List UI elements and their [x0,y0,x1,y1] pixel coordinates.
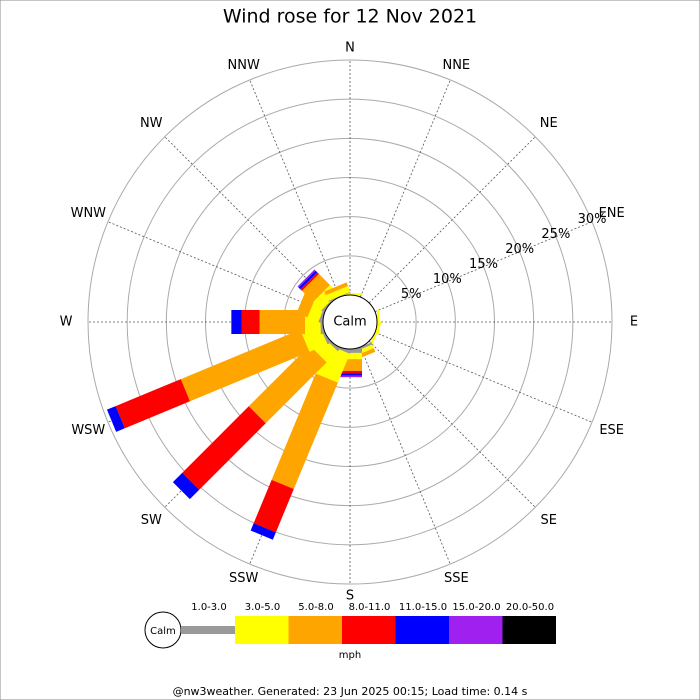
bar-segment [338,373,362,376]
footer: @nw3weather. Generated: 23 Jun 2025 00:1… [173,685,528,698]
legend-calm-label: Calm [150,626,176,637]
legend-swatch [502,616,556,644]
bar-segment [338,352,362,360]
direction-label: ENE [599,206,625,221]
ring-label: 15% [469,257,498,272]
ring-label: 25% [541,227,570,242]
ring-label: 10% [433,272,462,287]
bar-segment [253,479,294,533]
bar-segment [338,370,362,374]
radial-line [164,136,332,304]
legend-swatch [342,616,396,644]
bar-segment [370,321,382,345]
direction-label: E [630,315,638,330]
legend-label: 1.0-3.0 [191,602,226,613]
bar-segment [172,472,200,500]
chart-title: Wind rose for 12 Nov 2021 [223,6,477,28]
bar-segment [298,270,318,290]
direction-label: WSW [71,423,105,438]
bar-segment [250,523,276,540]
ring-label: 30% [578,212,607,227]
ring-label: 20% [505,242,534,257]
direction-label: SE [541,513,557,528]
direction-label: NE [540,116,558,131]
legend-swatch [449,616,503,644]
direction-label: NW [140,116,163,131]
bar-segment [324,282,349,296]
direction-label: N [345,41,355,56]
direction-label: NNE [442,58,470,73]
bar-segment [259,310,305,334]
unit-label: mph [339,650,361,661]
direction-label: ESE [599,423,624,438]
bar-segment [338,359,362,371]
radial-line [368,340,536,508]
legend-swatch [395,616,449,644]
bar-segment [248,345,327,424]
bar-segment [106,406,125,432]
legend-label: 8.0-11.0 [349,602,391,613]
ring-label: 5% [401,287,422,302]
radial-line [374,331,593,423]
legend-label: 3.0-5.0 [245,602,280,613]
direction-label: WNW [71,206,107,221]
bar-segment [115,379,190,429]
direction-label: S [346,589,354,604]
bar-segment [231,310,242,334]
calm-circle [322,294,378,350]
legend-label: 20.0-50.0 [506,602,554,613]
grid-ring [87,59,613,585]
radial-line [107,221,326,313]
bar-segment [182,406,266,490]
legend-swatch [181,626,235,634]
radial-line [368,136,536,304]
bar-segment [300,272,319,291]
bar-segment [338,293,362,295]
direction-label: SSW [229,571,259,586]
legend-label: 15.0-20.0 [452,602,500,613]
radial-line [359,79,451,298]
radial-line [359,346,451,565]
bar-segment [338,349,362,353]
legend-swatch [288,616,342,644]
bar-segment [297,269,316,288]
bar-segment [241,310,260,334]
bar-segment [325,285,351,301]
bar-segment [338,375,362,378]
direction-label: SW [141,513,162,528]
direction-label: NNW [228,58,260,73]
legend-label: 11.0-15.0 [399,602,447,613]
bar-segment [301,273,330,302]
calm-label: Calm [333,315,366,330]
bar-segment [271,373,338,490]
radial-line [374,221,593,313]
legend-swatch [235,616,289,644]
bar-segment [180,329,310,402]
radial-line [249,79,341,298]
direction-label: W [60,315,73,330]
direction-label: SSE [444,571,469,586]
grid-ring [126,98,574,546]
legend-label: 5.0-8.0 [298,602,333,613]
